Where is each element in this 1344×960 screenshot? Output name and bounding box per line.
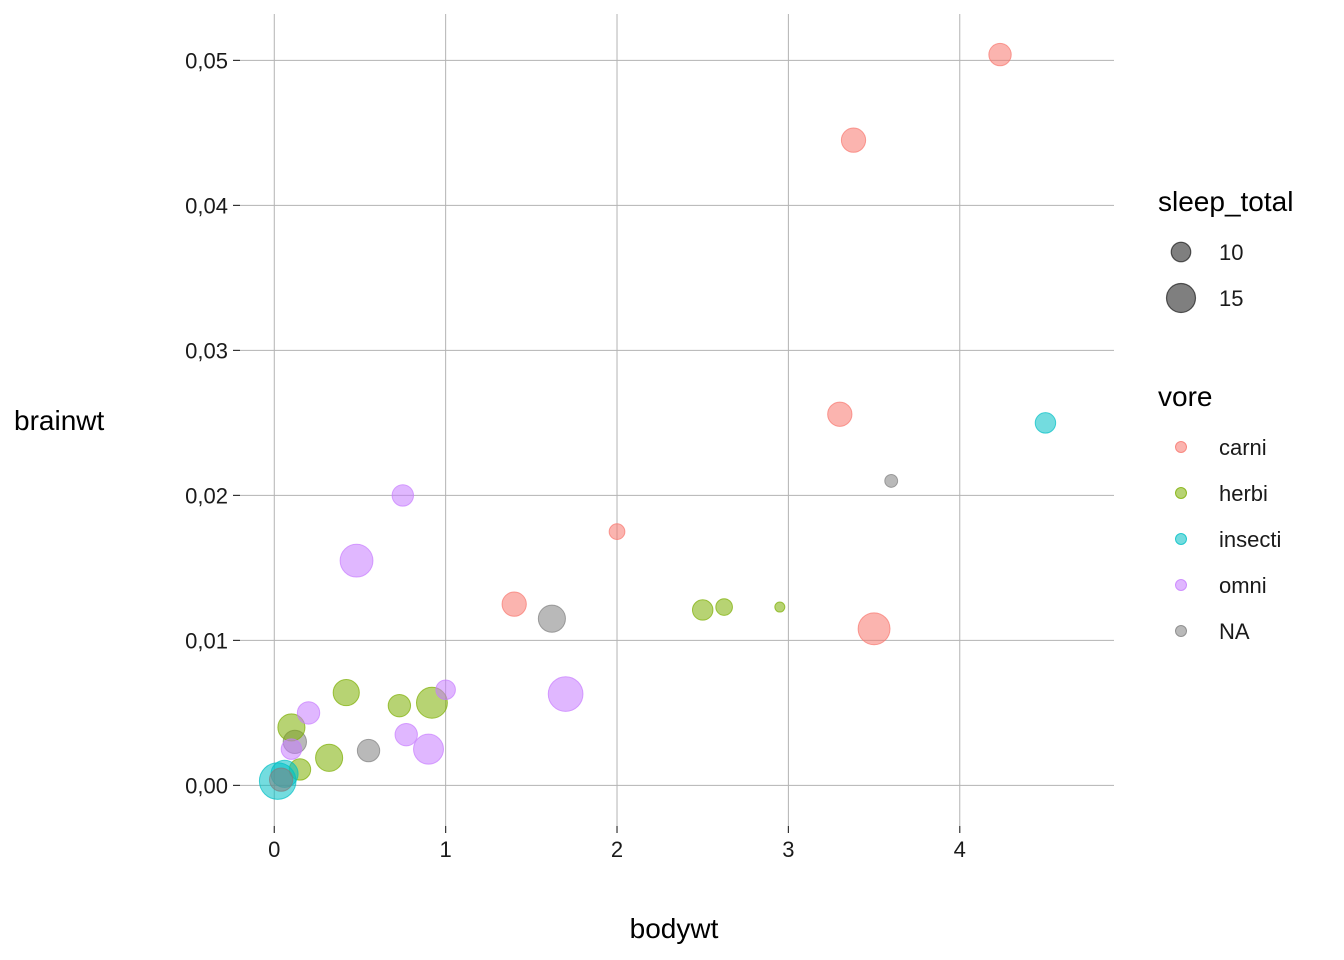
data-point-na xyxy=(268,767,294,792)
data-point-carni xyxy=(608,523,626,541)
data-point-omni xyxy=(280,738,303,760)
data-point-carni xyxy=(827,401,853,427)
y-tick-label: 0,02 xyxy=(185,483,228,508)
x-tick-label: 3 xyxy=(782,837,794,862)
size-legend-title: sleep_total xyxy=(1158,186,1293,217)
data-point-carni xyxy=(840,127,867,153)
data-point-omni xyxy=(296,701,321,725)
x-tick-label: 2 xyxy=(611,837,623,862)
color-legend-title: vore xyxy=(1158,381,1212,412)
data-point-omni xyxy=(413,733,444,765)
size-legend-key xyxy=(1165,282,1197,314)
data-point-na xyxy=(884,473,899,488)
x-tick-label: 1 xyxy=(440,837,452,862)
color-legend-key xyxy=(1175,441,1187,453)
size-legend-label: 15 xyxy=(1219,286,1243,311)
data-point-na xyxy=(537,604,566,633)
data-point-herbi xyxy=(691,599,714,621)
x-axis-title: bodywt xyxy=(630,913,719,944)
data-point-na xyxy=(356,738,381,763)
color-legend-key xyxy=(1175,533,1187,545)
color-legend-key xyxy=(1175,579,1187,591)
data-point-herbi xyxy=(332,679,360,707)
data-point-omni xyxy=(435,679,456,700)
data-point-carni xyxy=(501,591,527,617)
points-layer xyxy=(258,42,1057,800)
data-point-herbi xyxy=(315,743,344,772)
data-point-herbi xyxy=(387,693,412,718)
grid-layer xyxy=(240,14,1114,826)
size-legend: sleep_total 10 15 xyxy=(1158,186,1293,314)
x-tick-label: 4 xyxy=(954,837,966,862)
color-legend-key xyxy=(1175,625,1187,637)
color-legend-label: NA xyxy=(1219,619,1250,644)
data-point-omni xyxy=(391,484,415,507)
data-point-herbi xyxy=(774,601,786,613)
y-tick-label: 0,03 xyxy=(185,338,228,363)
color-legend-label: carni xyxy=(1219,435,1267,460)
color-legend-label: insecti xyxy=(1219,527,1281,552)
y-tick-label: 0,05 xyxy=(185,48,228,73)
data-point-carni xyxy=(857,612,891,646)
color-legend-label: herbi xyxy=(1219,481,1268,506)
y-tick-label: 0,00 xyxy=(185,773,228,798)
color-legend-label: omni xyxy=(1219,573,1267,598)
color-legend: vore carni herbi insecti omni NA xyxy=(1158,381,1281,644)
data-point-carni xyxy=(988,42,1012,67)
data-point-omni xyxy=(547,676,584,712)
data-point-omni xyxy=(394,722,418,747)
y-axis-title: brainwt xyxy=(14,405,104,436)
size-legend-label: 10 xyxy=(1219,240,1243,265)
y-tick-label: 0,04 xyxy=(185,193,228,218)
color-legend-key xyxy=(1175,487,1187,499)
data-point-insecti xyxy=(1034,412,1057,434)
data-point-herbi xyxy=(715,598,733,616)
x-tick-label: 0 xyxy=(268,837,280,862)
data-point-omni xyxy=(339,543,374,578)
axes: 0 1 2 3 4 0,00 0,01 0,02 0,03 0,04 0,05 xyxy=(185,48,966,862)
size-legend-key xyxy=(1170,241,1192,263)
y-tick-label: 0,01 xyxy=(185,628,228,653)
